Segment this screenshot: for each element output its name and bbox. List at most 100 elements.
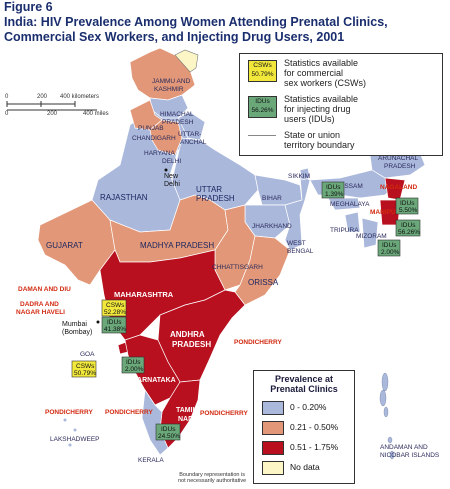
svg-text:IDUs: IDUs [401, 222, 416, 229]
legend-idu-text: Statistics available for injecting drug us… [284, 94, 359, 124]
title-line-1: India: HIV Prevalence Among Women Attend… [4, 15, 388, 29]
label-andaman: ANDAMAN AND [380, 444, 428, 451]
svg-text:IDUs: IDUs [382, 242, 397, 249]
badge-mumbai-idu: IDUs 41.38% [101, 316, 127, 334]
label-bihar: BIHAR [262, 195, 282, 202]
boundary-disclaimer: Boundary representation is not necessari… [178, 472, 247, 484]
scale-km-400: 400 kilometers [60, 94, 100, 100]
svg-text:52.28%: 52.28% [104, 309, 126, 316]
svg-text:IDUs: IDUs [107, 319, 122, 326]
svg-text:5.50%: 5.50% [399, 207, 418, 214]
label-sikkim: SIKKIM [288, 173, 310, 180]
label-andaman-2: NICOBAR ISLANDS [380, 452, 440, 459]
label-uttaranchal: UTTAR- [178, 131, 201, 138]
title-line-2: Commercial Sex Workers, and Injecting Dr… [4, 30, 345, 44]
badge-mizoram-idu: IDUs 56.26% [395, 219, 421, 237]
label-karnataka: KARNATAKA [132, 377, 176, 384]
swatch-no-data [262, 461, 284, 475]
label-west-bengal: WEST [287, 240, 306, 247]
label-pondicherry-east: PONDICHERRY [234, 339, 282, 346]
svg-text:CSWs: CSWs [106, 302, 125, 309]
label-chhattisgarh: CHHATTISGARH [212, 264, 263, 271]
region-sikkim [299, 167, 311, 181]
region-gujarat [37, 199, 116, 286]
badge-goa-csw: CSWs 50.79% [71, 360, 97, 378]
label-tn: TAMIL [176, 407, 198, 414]
label-mp: MADHYA PRADESH [140, 241, 214, 250]
label-new-delhi: New [164, 173, 179, 180]
region-no-data-north [174, 49, 199, 73]
region-mizoram [361, 217, 379, 249]
badge-manipur-idu: IDUs 5.50% [395, 197, 419, 215]
label-daman: DAMAN AND DIU [18, 286, 71, 293]
label-pondicherry-sw: PONDICHERRY [105, 409, 153, 416]
label-pondicherry-south: PONDICHERRY [200, 410, 248, 417]
label-rajasthan: RAJASTHAN [100, 193, 148, 202]
label-hp: HIMACHAL [160, 111, 194, 118]
label-ap: ANDHRA [170, 330, 205, 339]
statistics-legend: CSWs 50.79% Statistics available for comme… [239, 53, 443, 156]
label-jk: JAMMU AND [152, 78, 191, 85]
label-dadra-2: NAGAR HAVELI [16, 309, 65, 316]
region-haryana [149, 119, 183, 156]
badge-tn-idu: IDUs 24.50% [155, 423, 181, 441]
label-goa: GOA [80, 351, 95, 358]
region-orissa [234, 235, 291, 306]
svg-text:56.26%: 56.26% [398, 229, 420, 236]
label-hp-2: PRADESH [162, 119, 194, 126]
label-tripura: TRIPURA [330, 227, 359, 234]
label-meghalaya: MEGHALAYA [330, 201, 370, 208]
label-mizoram: MIZORAM [356, 233, 387, 240]
label-ap-2: PRADESH [172, 340, 211, 349]
label-mumbai: Mumbai [62, 321, 87, 328]
legend-boundary-text: State or union territory boundary [284, 130, 355, 150]
svg-text:CSWs: CSWs [76, 363, 95, 370]
new-delhi-dot [164, 168, 168, 172]
label-arunachal: ARUNACHAL [378, 155, 418, 162]
label-up: UTTAR [196, 185, 222, 194]
mumbai-dot [96, 320, 100, 324]
svg-text:2.00%: 2.00% [381, 249, 400, 256]
svg-text:IDUs: IDUs [126, 359, 141, 366]
scale-mi-0: 0 [5, 111, 9, 117]
label-maharashtra: MAHARASHTRA [114, 290, 174, 299]
swatch-high [262, 441, 284, 455]
svg-text:2.00%: 2.00% [125, 366, 144, 373]
label-uttaranchal-2: ANCHAL [180, 139, 207, 146]
label-tn-2: NADU [178, 416, 198, 423]
label-kerala: KERALA [138, 457, 164, 464]
scale-km-0: 0 [5, 94, 9, 100]
label-dadra: DADRA AND [20, 301, 59, 308]
legend-csw-text: Statistics available for commercial sex wo… [284, 58, 367, 88]
andaman-islands [379, 372, 395, 460]
scale-km-200: 200 [37, 94, 48, 100]
region-meghalaya [327, 197, 361, 211]
svg-text:IDUs: IDUs [400, 200, 415, 207]
badge-mumbai-csw: CSWs 52.28% [101, 299, 127, 317]
svg-text:1.39%: 1.39% [325, 191, 344, 198]
label-lakshadweep: LAKSHADWEEP [50, 436, 100, 443]
swatch-low [262, 401, 284, 415]
label-chandigarh: CHANDIGARH [132, 135, 176, 142]
legend-idu-badge: IDUs 56.26% [248, 96, 277, 118]
scale-mi-200: 200 [47, 111, 58, 117]
label-jharkhand: JHARKHAND [252, 223, 292, 230]
region-tripura [344, 211, 361, 233]
label-pondicherry-west: PONDICHERRY [45, 409, 93, 416]
label-nagaland: NAGALAND [380, 184, 417, 191]
lakshadweep-islands [63, 418, 77, 447]
label-assam: ASSAM [340, 183, 363, 190]
label-new-delhi-2: Delhi [164, 181, 180, 188]
prevalence-legend: Prevalence at Prenatal Clinics 0 - 0.20%… [253, 370, 355, 484]
label-delhi: DELHI [162, 158, 181, 165]
region-jammu-kashmir [129, 47, 196, 101]
svg-text:41.38%: 41.38% [104, 326, 126, 333]
prevalence-legend-title: Prevalence at Prenatal Clinics [270, 374, 338, 394]
swatch-medium [262, 421, 284, 435]
badge-karnataka-idu: IDUs 2.00% [121, 356, 145, 374]
legend-csw-badge: CSWs 50.79% [248, 60, 277, 82]
svg-text:IDUs: IDUs [161, 426, 176, 433]
legend-boundary-line [248, 135, 276, 136]
label-jk-2: KASHMIR [154, 86, 184, 93]
